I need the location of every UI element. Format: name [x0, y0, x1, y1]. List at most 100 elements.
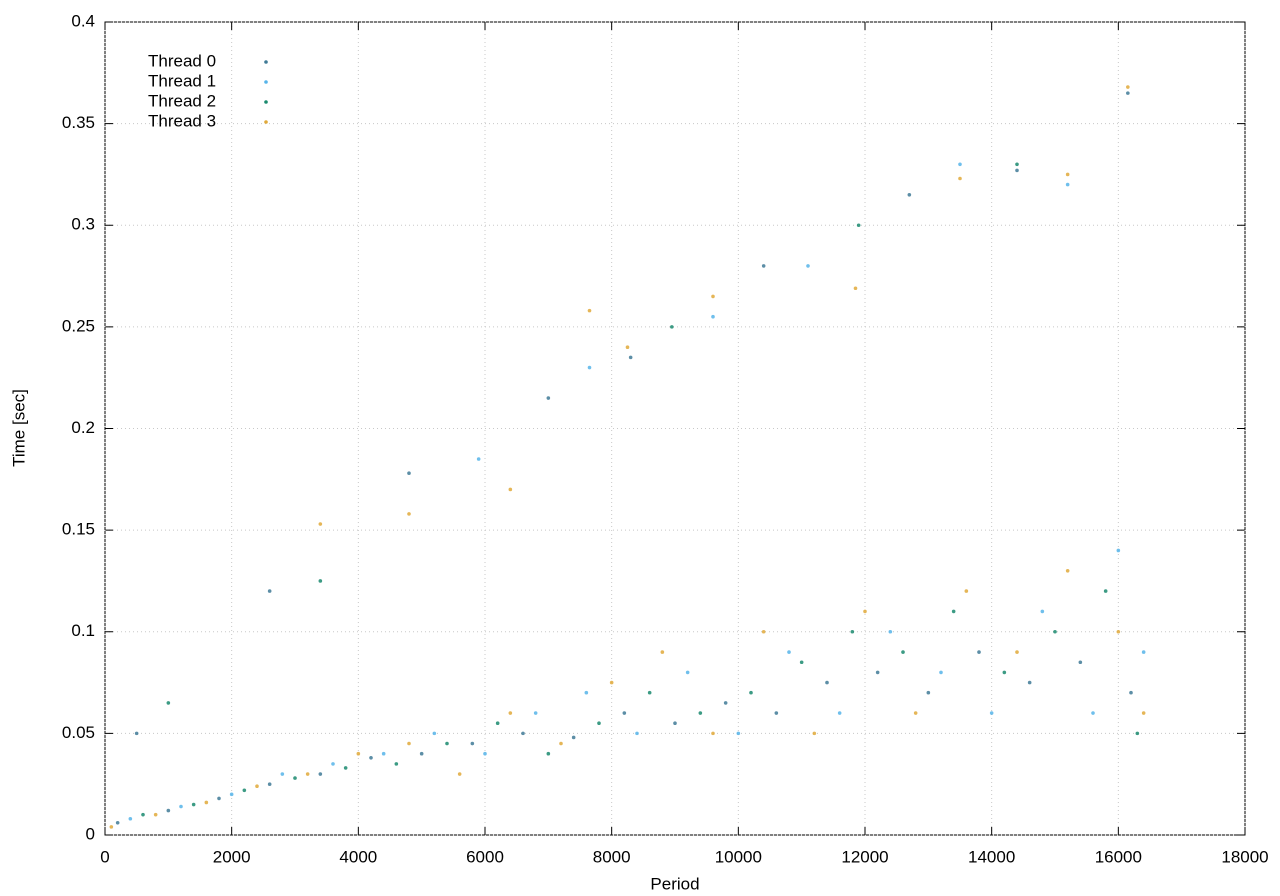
point [647, 690, 652, 695]
x-tick-label: 12000 [841, 847, 888, 866]
point [1065, 568, 1070, 573]
legend-label: Thread 2 [148, 91, 216, 110]
point [1129, 690, 1133, 695]
point [628, 355, 633, 360]
y-tick-label: 0.3 [71, 215, 95, 234]
point [1053, 629, 1057, 634]
y-tick-label: 0.25 [62, 316, 95, 335]
point [369, 755, 373, 760]
x-tick-label: 8000 [593, 847, 631, 866]
point [331, 762, 335, 766]
point [587, 365, 592, 370]
point [267, 589, 272, 593]
y-tick-label: 0 [86, 824, 95, 843]
point [806, 264, 810, 268]
point [856, 223, 861, 228]
point [907, 192, 912, 197]
point [483, 751, 487, 756]
point [476, 457, 481, 461]
point [1015, 168, 1019, 173]
point [166, 701, 171, 705]
legend-marker [264, 80, 268, 84]
point [1126, 91, 1130, 95]
point [685, 670, 690, 675]
point [318, 579, 323, 583]
point [381, 751, 386, 756]
point [293, 776, 297, 780]
point [305, 772, 310, 776]
point [1141, 650, 1146, 654]
point [470, 741, 475, 746]
point [609, 680, 614, 685]
y-tick-label: 0.2 [71, 418, 95, 437]
point [318, 772, 323, 776]
point [356, 751, 361, 756]
x-tick-label: 0 [100, 847, 109, 866]
point [587, 308, 592, 313]
point [1116, 548, 1121, 553]
point [711, 731, 715, 736]
point [457, 772, 462, 776]
point [1091, 711, 1095, 715]
point [1065, 182, 1070, 187]
point [229, 792, 234, 797]
point [787, 650, 791, 654]
point [761, 629, 766, 634]
point [711, 294, 715, 299]
point [1103, 589, 1108, 593]
point [267, 782, 272, 786]
point [951, 609, 956, 614]
x-tick-label: 14000 [968, 847, 1015, 866]
point [546, 751, 551, 756]
point [673, 721, 677, 726]
point [958, 176, 962, 181]
point [812, 731, 817, 736]
y-tick-label: 0.15 [62, 520, 95, 539]
point [875, 670, 880, 675]
point [749, 690, 753, 695]
point [863, 609, 867, 614]
y-tick-label: 0.05 [62, 723, 95, 742]
point [660, 650, 665, 654]
legend-marker [264, 120, 268, 124]
legend-marker [264, 100, 268, 104]
point [723, 701, 728, 705]
x-tick-label: 16000 [1095, 847, 1142, 866]
point [109, 825, 114, 829]
point [1141, 711, 1146, 715]
point [280, 772, 285, 776]
legend-label: Thread 1 [148, 71, 216, 90]
point [989, 711, 994, 715]
point [204, 800, 209, 805]
point [837, 711, 842, 715]
point [761, 264, 766, 268]
y-tick-label: 0.1 [71, 621, 95, 640]
point [1126, 85, 1130, 89]
point [926, 690, 931, 695]
point [255, 784, 259, 789]
point [571, 735, 576, 740]
y-tick-label: 0.4 [71, 11, 95, 30]
point [670, 325, 674, 329]
point [533, 711, 538, 715]
point [1027, 680, 1032, 685]
point [134, 731, 139, 736]
point [318, 522, 323, 526]
x-tick-label: 4000 [339, 847, 377, 866]
point [1116, 629, 1121, 634]
legend-label: Thread 3 [148, 111, 216, 130]
x-tick-label: 2000 [213, 847, 251, 866]
point [635, 731, 639, 736]
point [559, 741, 563, 746]
point [115, 821, 120, 825]
point [394, 762, 399, 766]
point [964, 589, 969, 593]
point [799, 660, 804, 665]
point [407, 512, 411, 516]
point [1015, 650, 1019, 654]
legend-label: Thread 0 [148, 51, 216, 70]
y-tick-label: 0.35 [62, 113, 95, 132]
point [128, 816, 133, 821]
point [939, 670, 943, 675]
x-tick-label: 18000 [1221, 847, 1268, 866]
